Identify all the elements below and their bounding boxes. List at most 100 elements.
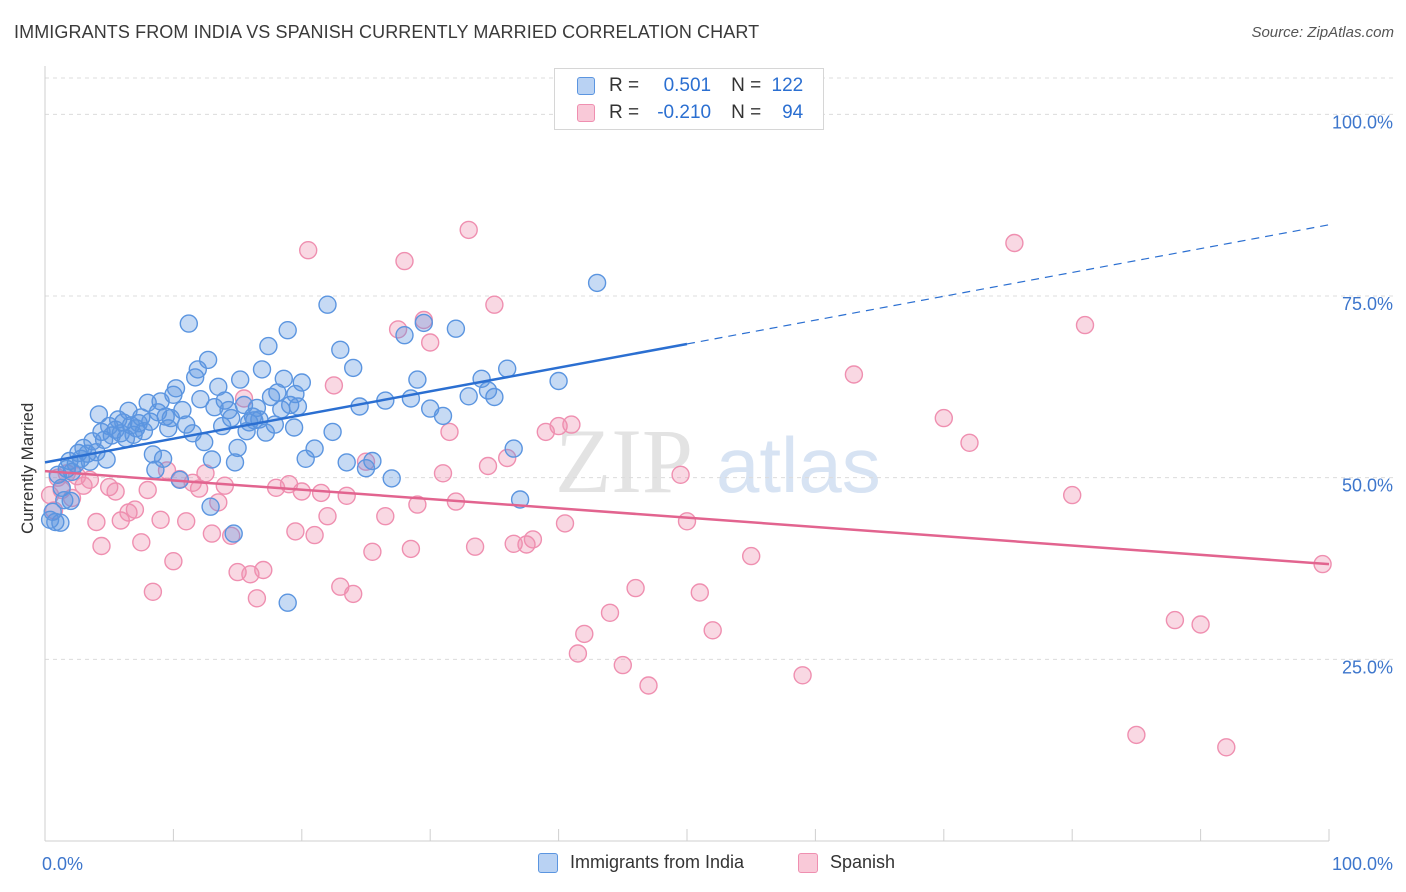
data-point (179, 314, 199, 333)
data-point (498, 448, 517, 468)
legend-row-spanish: R = -0.210 N = 94 (577, 100, 803, 126)
data-point (1075, 315, 1095, 335)
source-credit: Source: ZipAtlas.com (1251, 24, 1394, 41)
legend-n-value: 122 (771, 75, 804, 96)
data-point (97, 450, 116, 469)
data-point (284, 418, 304, 437)
x-tick-label: 0.0% (42, 854, 83, 874)
data-point (356, 452, 376, 471)
data-point (201, 497, 220, 516)
data-point (844, 365, 864, 384)
data-point (331, 340, 350, 359)
data-point (278, 321, 297, 340)
data-point (194, 432, 214, 452)
data-point (132, 533, 151, 552)
data-point (286, 384, 305, 404)
data-point (382, 469, 401, 488)
data-point (189, 479, 209, 498)
data-point (485, 387, 504, 407)
data-point (202, 524, 222, 543)
data-point (274, 369, 293, 388)
data-point (318, 507, 337, 526)
data-point (742, 546, 761, 566)
data-point (568, 644, 588, 663)
data-point (671, 465, 690, 484)
data-point (205, 398, 224, 417)
chart-title: IMMIGRANTS FROM INDIA VS SPANISH CURRENT… (14, 22, 760, 42)
data-point (523, 530, 543, 549)
data-point (134, 422, 154, 441)
data-point (191, 390, 210, 409)
data-point (1062, 485, 1082, 505)
data-point (176, 512, 196, 531)
data-point (259, 336, 278, 356)
data-point (198, 350, 218, 370)
data-point (613, 655, 632, 675)
data-point (215, 391, 235, 410)
spanish-swatch (577, 104, 595, 122)
data-point (292, 373, 311, 392)
y-tick-label: 25.0% (1342, 657, 1393, 677)
data-point (278, 593, 297, 612)
data-point (459, 220, 478, 240)
data-point (433, 406, 453, 426)
data-point (221, 408, 241, 428)
data-point (703, 621, 722, 640)
data-point (292, 482, 311, 501)
data-point (363, 542, 382, 561)
data-point (305, 439, 324, 458)
india-legend-label: Immigrants from India (570, 852, 745, 872)
legend-row-india: R = 0.501 N = 122 (577, 73, 803, 99)
data-point (151, 510, 170, 529)
spanish-legend-swatch (798, 852, 818, 873)
data-point (252, 360, 272, 379)
data-point (286, 522, 305, 541)
y-tick-label: 50.0% (1342, 476, 1393, 496)
trend-lines (44, 224, 1330, 566)
data-point (202, 450, 222, 469)
data-point (337, 453, 356, 472)
india-legend-swatch (538, 852, 558, 873)
data-point (51, 513, 70, 532)
correlation-legend: R = 0.501 N = 122 R = -0.210 N = 94 (554, 68, 824, 130)
data-point (363, 451, 382, 471)
india-trend-extension (686, 224, 1330, 345)
data-point (138, 480, 157, 500)
data-point (414, 313, 433, 333)
axes (44, 66, 1330, 842)
data-point (587, 273, 607, 293)
data-point (305, 525, 324, 545)
data-point (143, 445, 163, 464)
data-point (344, 358, 363, 378)
y-tick-label: 100.0% (1332, 112, 1393, 132)
data-point (125, 500, 145, 519)
legend-n-value: 94 (782, 102, 804, 123)
data-point (1127, 725, 1146, 745)
data-point (575, 624, 594, 644)
data-point (1165, 610, 1185, 630)
data-point (337, 486, 356, 505)
data-point (626, 578, 645, 598)
data-point (376, 507, 395, 526)
data-point (395, 326, 414, 345)
data-point (344, 584, 363, 604)
data-point (395, 251, 414, 271)
legend-r-label: R = (609, 102, 640, 123)
data-point (555, 514, 575, 533)
x-tick-label: 100.0% (1332, 854, 1393, 874)
india-trend-line (44, 342, 688, 464)
data-point (166, 379, 186, 398)
data-point (324, 376, 344, 395)
spanish-legend-label: Spanish (830, 852, 896, 872)
legend-item-spanish: Spanish (798, 852, 895, 873)
data-point (549, 371, 568, 391)
data-point (408, 495, 427, 514)
legend-item-india: Immigrants from India (538, 852, 744, 873)
data-point (89, 405, 109, 424)
data-point (562, 415, 581, 434)
data-point (55, 491, 74, 510)
data-point (960, 433, 979, 452)
data-point (164, 552, 183, 571)
data-point (106, 482, 125, 501)
